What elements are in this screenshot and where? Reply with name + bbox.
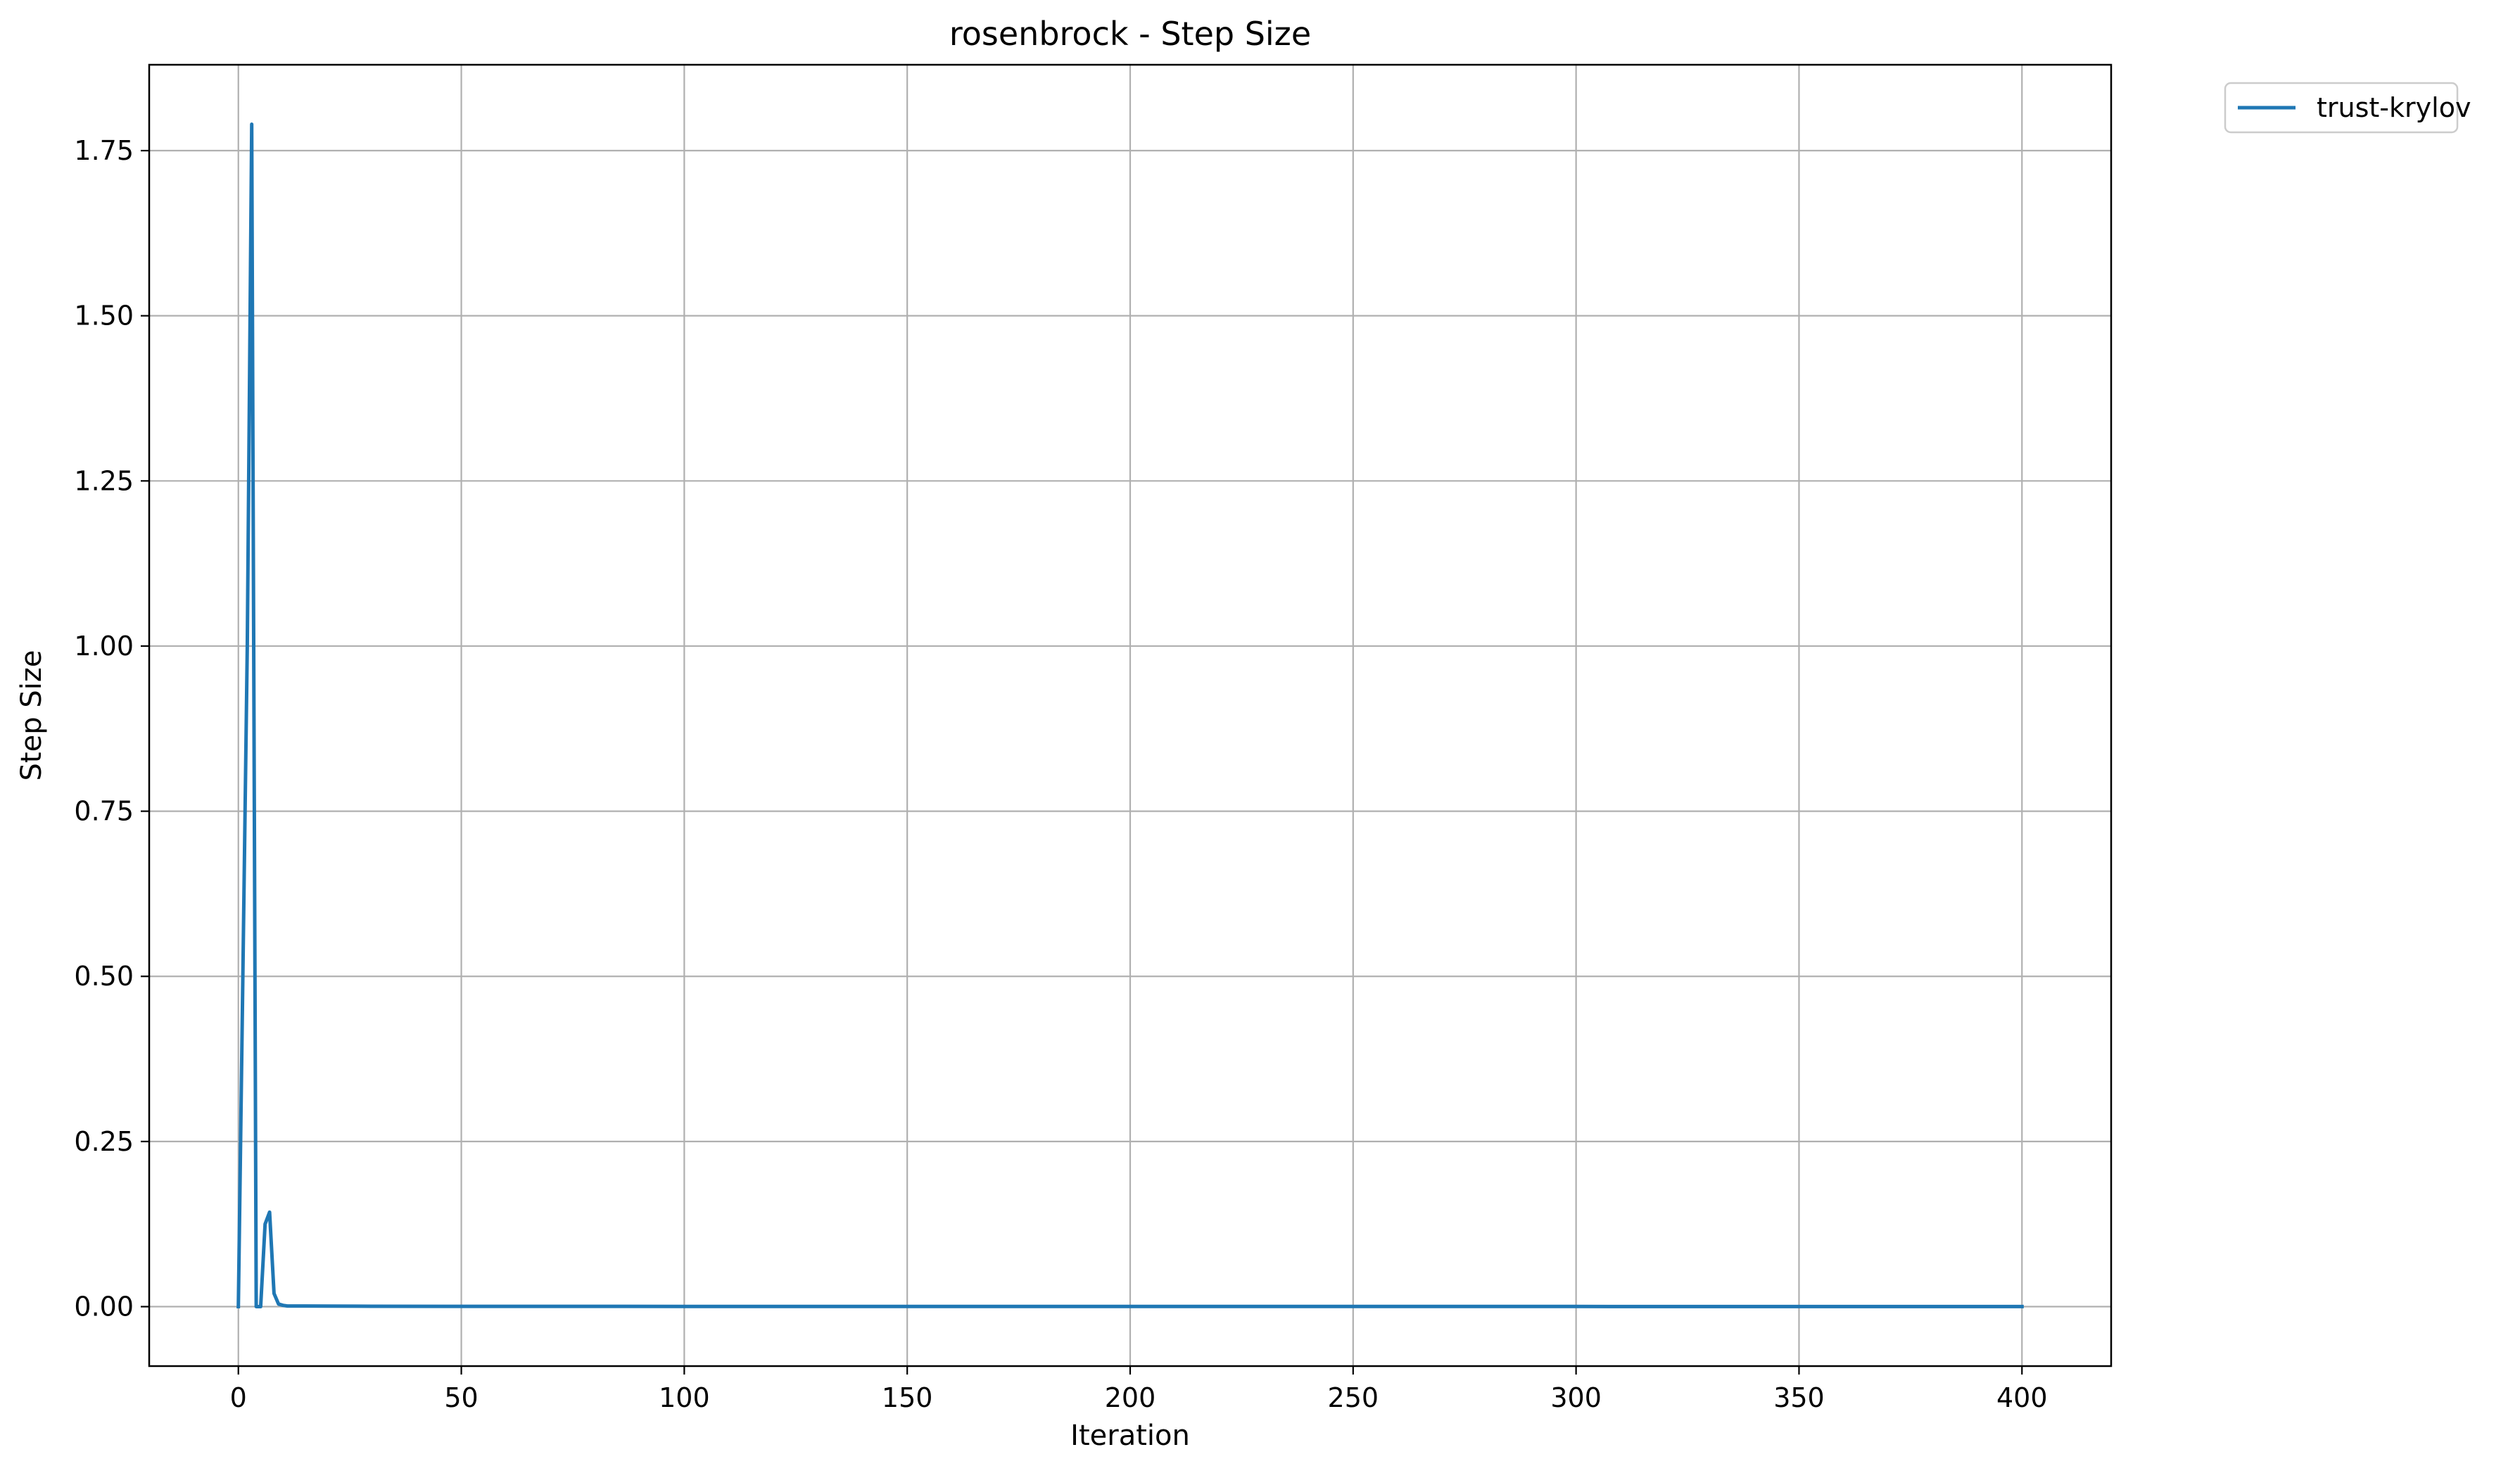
x-tick-label: 350 (1773, 1382, 1825, 1413)
x-tick-label: 50 (444, 1382, 478, 1413)
y-tick-label: 0.25 (74, 1126, 134, 1157)
legend: trust-krylov (2224, 82, 2471, 134)
y-tick-label: 0.00 (74, 1291, 134, 1322)
chart-title: rosenbrock - Step Size (949, 15, 1311, 53)
x-tick-label: 400 (1996, 1382, 2048, 1413)
x-tick-label: 0 (230, 1382, 247, 1413)
ticks: 0 50 100 150 200 250 300 350 400 0.00 0.25 0.50 0.75… (74, 135, 2047, 1413)
y-tick-label: 1.25 (74, 465, 134, 496)
series-layer (236, 122, 2024, 1309)
legend-box (2224, 82, 2459, 134)
x-tick-label: 150 (882, 1382, 933, 1413)
x-tick-label: 300 (1550, 1382, 1602, 1413)
x-tick-label: 100 (659, 1382, 710, 1413)
series-line-trust-krylov (236, 122, 2024, 1309)
y-tick-label: 1.50 (74, 301, 134, 331)
y-tick-label: 1.75 (74, 135, 134, 166)
x-tick-label: 200 (1105, 1382, 1156, 1413)
y-tick-label: 0.50 (74, 961, 134, 992)
y-tick-label: 0.75 (74, 796, 134, 827)
grid (149, 65, 2111, 1366)
x-axis-label: Iteration (1070, 1420, 1190, 1452)
legend-label-trust-krylov: trust-krylov (2317, 92, 2471, 123)
y-tick-label: 1.00 (74, 631, 134, 662)
y-axis-label: Step Size (15, 650, 48, 781)
x-tick-label: 250 (1328, 1382, 1379, 1413)
